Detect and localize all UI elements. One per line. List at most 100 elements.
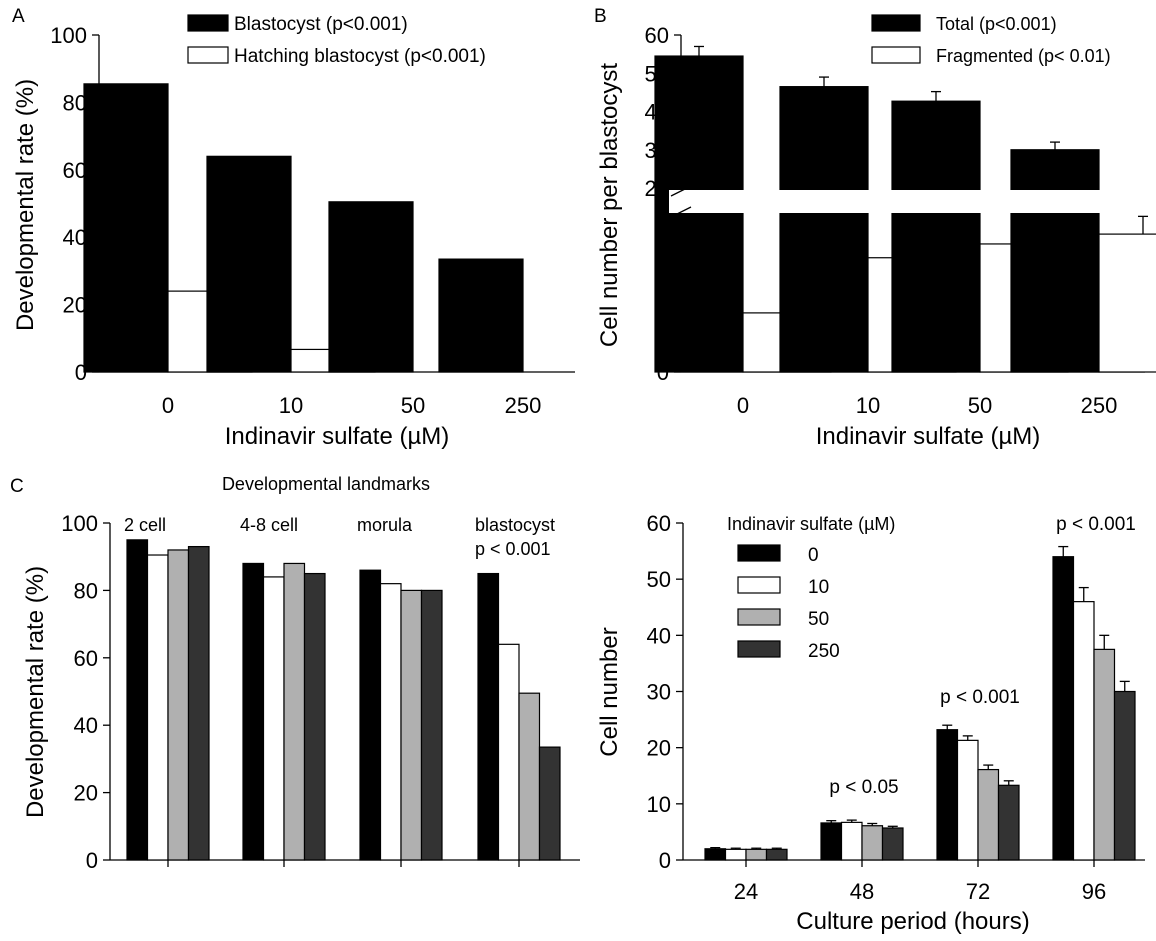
x-tick-label: 50 [401,393,425,418]
error-bar-24h-250 [771,847,782,850]
bar-fragmented-250 [1098,233,1156,373]
bar-2-cell-0 [126,539,149,861]
x-tick-label: 96 [1082,879,1106,904]
y-tick-label: 100 [61,511,98,536]
bar-blastocyst-50 [518,692,541,861]
bar-72h-10 [956,739,979,861]
bar-48h-10 [840,821,863,861]
y-tick-label: 40 [74,713,98,738]
bar-blastocyst-0 [477,572,500,861]
bar-96h-250 [1113,690,1136,861]
legend-entry: Hatching blastocyst (p<0.001) [234,46,486,67]
x-tick-label: 0 [737,393,749,418]
legend-entry: Blastocyst (p<0.001) [234,14,408,35]
bar-72h-250 [997,784,1020,861]
significance-label: p < 0.001 [940,687,1020,708]
error-bar-48h-0 [826,820,837,823]
error-bar-48h-250 [887,825,898,828]
legend-entry: Total (p<0.001) [936,14,1057,34]
error-bar-total-50 [931,90,941,102]
error-bar-96h-250 [1119,680,1130,692]
significance-label: p < 0.001 [475,539,551,559]
error-bar-total-0 [694,45,704,57]
y-tick-label: 0 [659,848,671,873]
bar-48h-0 [820,822,843,861]
bar-96h-0 [1052,556,1075,861]
x-tick-label: 10 [856,393,880,418]
error-bar-72h-0 [942,724,953,730]
legend-swatch [871,14,921,32]
bar-24h-0 [704,848,727,861]
bar-2-cell-50 [167,549,190,861]
x-tick-label: 250 [1081,393,1118,418]
legend-entry: 50 [808,609,829,630]
legend-swatch [187,14,229,32]
panel-letter-a: A [12,6,25,27]
error-bar-24h-50 [751,847,762,850]
y-tick-label: 60 [63,158,87,183]
bar-total-10 [779,86,869,373]
error-bar-96h-0 [1058,545,1069,557]
y-tick-label: 20 [63,293,87,318]
y-tick-label: 10 [647,792,671,817]
chart-b: 2030405060001050250Indinavir sulfate (µM… [596,14,1156,450]
error-bar-72h-50 [983,764,994,770]
y-axis-label: Cell number per blastocyst [596,63,623,347]
y-tick-label: 40 [647,623,671,648]
y-tick-label: 80 [63,90,87,115]
axis-break-gap [669,190,1147,213]
bar-4-8-cell-250 [303,572,326,861]
category-label: 2 cell [124,515,166,535]
x-axis-label: Culture period (hours) [796,908,1029,935]
bar-blastocyst-0 [83,83,169,373]
y-tick-label: 100 [50,23,87,48]
y-axis-label: Cell number [596,627,623,756]
legend-swatch [187,46,229,64]
bar-blastocyst-50 [328,201,414,373]
category-label: blastocyst [475,515,555,535]
panel-letter-c: C [10,476,24,497]
y-tick-label: 20 [74,781,98,806]
error-bar-96h-50 [1099,634,1110,650]
y-tick-label: 40 [63,225,87,250]
bar-4-8-cell-50 [283,562,306,861]
bar-2-cell-10 [146,554,169,861]
error-bar-72h-10 [962,735,973,741]
bar-24h-250 [765,848,788,861]
y-tick-label: 30 [647,680,671,705]
y-tick-label: 60 [647,511,671,536]
bar-48h-250 [881,827,904,861]
x-axis-label: Indinavir sulfate (µM) [225,423,450,450]
error-bar-total-10 [819,76,829,87]
bar-morula-10 [379,583,402,861]
bar-total-50 [891,100,981,373]
bar-96h-50 [1093,648,1116,861]
significance-label: p < 0.001 [1056,514,1136,535]
y-tick-label: 50 [647,567,671,592]
error-bar-48h-10 [846,819,857,823]
y-tick-label: 20 [647,736,671,761]
error-bar-fragmented-250 [1138,215,1148,235]
chart-c: 0 20 40 60 80 100 2 cell 4-8 cell morula blastocy… [22,474,580,873]
chart-title: Developmental landmarks [222,474,430,494]
panel-letter-b: B [594,6,607,27]
error-bar-72h-250 [1003,780,1014,786]
y-axis-label: Developmental rate (%) [22,566,49,818]
y-tick-label: 60 [74,646,98,671]
bar-48h-50 [861,825,884,861]
x-axis-label: Indinavir sulfate (µM) [816,423,1041,450]
error-bar-96h-10 [1078,586,1089,602]
bar-96h-10 [1072,601,1095,861]
legend-entry: Fragmented (p< 0.01) [936,46,1111,66]
bar-blastocyst-250 [438,258,524,373]
y-axis-label: Developmental rate (%) [12,79,39,331]
bar-total-0 [654,55,744,373]
legend-swatch [737,608,781,626]
bar-blastocyst-10 [497,643,520,861]
significance-label: p < 0.05 [829,777,898,798]
legend-swatch [737,640,781,658]
y-tick-label: 60 [645,23,669,48]
y-tick-label: 80 [74,578,98,603]
